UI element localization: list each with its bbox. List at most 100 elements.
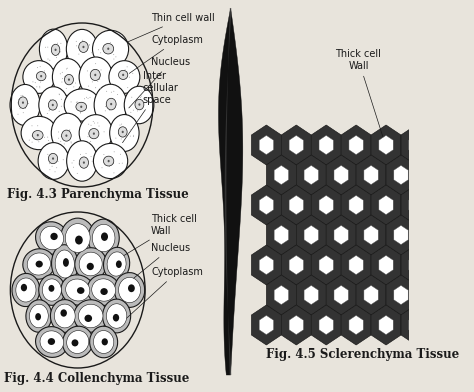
Circle shape [90, 97, 91, 98]
Circle shape [20, 95, 21, 96]
Circle shape [133, 135, 134, 136]
Ellipse shape [75, 248, 107, 280]
Circle shape [32, 135, 33, 136]
Circle shape [133, 110, 134, 111]
Polygon shape [394, 285, 408, 305]
Circle shape [28, 103, 29, 104]
Circle shape [29, 140, 30, 141]
Circle shape [76, 102, 77, 103]
Ellipse shape [40, 226, 64, 250]
Ellipse shape [79, 157, 89, 168]
Circle shape [93, 121, 94, 122]
Polygon shape [371, 185, 401, 225]
Ellipse shape [79, 115, 113, 151]
Circle shape [25, 107, 26, 108]
Ellipse shape [94, 84, 127, 126]
Circle shape [114, 151, 115, 152]
Ellipse shape [53, 58, 82, 96]
Circle shape [73, 167, 74, 168]
Text: Inter
cellular
space: Inter cellular space [122, 71, 178, 143]
Ellipse shape [35, 313, 41, 320]
Circle shape [113, 101, 114, 102]
Circle shape [130, 112, 131, 113]
Circle shape [23, 112, 24, 113]
Polygon shape [409, 135, 423, 154]
Circle shape [110, 103, 112, 105]
Circle shape [62, 78, 63, 79]
Ellipse shape [92, 279, 116, 301]
Circle shape [22, 95, 23, 96]
Polygon shape [334, 225, 348, 245]
Ellipse shape [87, 274, 120, 305]
Ellipse shape [67, 330, 89, 354]
Polygon shape [304, 165, 319, 185]
Polygon shape [394, 225, 408, 245]
Circle shape [68, 78, 70, 81]
Circle shape [125, 69, 126, 70]
Polygon shape [274, 165, 289, 185]
Circle shape [81, 47, 82, 48]
Circle shape [52, 162, 53, 163]
Circle shape [100, 88, 101, 89]
Polygon shape [319, 316, 333, 335]
Polygon shape [251, 245, 282, 285]
Circle shape [49, 109, 50, 110]
Circle shape [110, 42, 111, 43]
Ellipse shape [107, 252, 126, 276]
Polygon shape [341, 245, 371, 285]
Polygon shape [349, 316, 363, 335]
Ellipse shape [102, 299, 131, 333]
Ellipse shape [79, 57, 113, 97]
Circle shape [49, 169, 50, 170]
Circle shape [105, 106, 106, 107]
Circle shape [39, 87, 40, 88]
Text: Cytoplasm: Cytoplasm [129, 35, 203, 73]
Ellipse shape [51, 113, 83, 153]
Ellipse shape [39, 275, 65, 305]
Polygon shape [219, 8, 243, 375]
Text: Fig. 4.5 Sclerenchyma Tissue: Fig. 4.5 Sclerenchyma Tissue [266, 348, 459, 361]
Ellipse shape [87, 263, 94, 270]
Ellipse shape [118, 70, 128, 80]
Ellipse shape [65, 279, 90, 301]
Text: Thick cell
Wall: Thick cell Wall [336, 49, 388, 152]
Ellipse shape [29, 304, 48, 328]
Circle shape [58, 138, 59, 139]
Polygon shape [401, 305, 431, 345]
Ellipse shape [63, 258, 69, 267]
Polygon shape [259, 195, 273, 214]
Circle shape [83, 162, 85, 164]
Polygon shape [282, 305, 311, 345]
Polygon shape [296, 215, 326, 255]
Circle shape [122, 131, 124, 133]
Circle shape [130, 130, 131, 131]
Polygon shape [349, 256, 363, 275]
Circle shape [57, 43, 58, 44]
Ellipse shape [48, 100, 57, 110]
Circle shape [71, 142, 72, 143]
Circle shape [111, 92, 112, 93]
Polygon shape [251, 185, 282, 225]
Polygon shape [364, 225, 378, 245]
Ellipse shape [42, 279, 61, 301]
Circle shape [127, 66, 128, 67]
Ellipse shape [103, 156, 114, 166]
Ellipse shape [38, 143, 69, 180]
Circle shape [49, 60, 50, 61]
Ellipse shape [63, 326, 93, 358]
Circle shape [45, 47, 46, 48]
Polygon shape [326, 155, 356, 195]
Circle shape [60, 73, 61, 74]
Circle shape [93, 132, 95, 135]
Ellipse shape [10, 84, 40, 125]
Ellipse shape [93, 143, 128, 179]
Ellipse shape [27, 253, 51, 275]
Circle shape [97, 81, 98, 82]
Circle shape [95, 87, 96, 88]
Ellipse shape [100, 288, 108, 295]
Circle shape [79, 163, 80, 164]
Circle shape [95, 63, 96, 64]
Text: Fig. 4.4 Collenchyma Tissue: Fig. 4.4 Collenchyma Tissue [4, 372, 190, 385]
Ellipse shape [18, 97, 27, 108]
Polygon shape [282, 125, 311, 165]
